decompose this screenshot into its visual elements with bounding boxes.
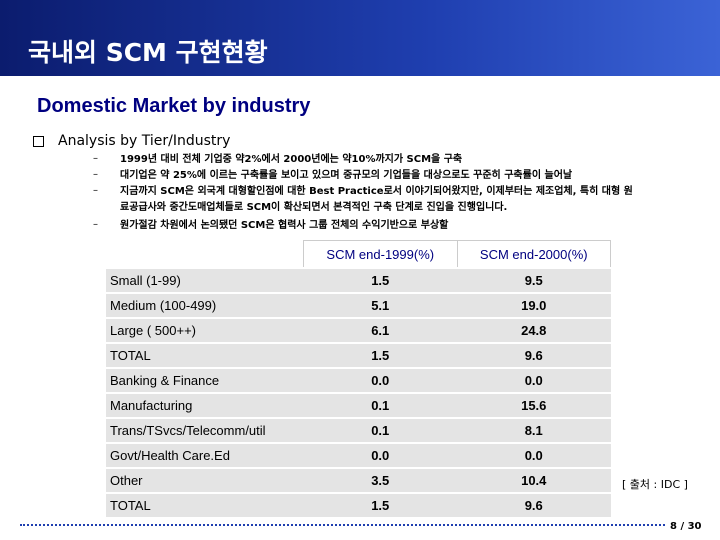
table-row: Large ( 500++) 6.1 24.8 [106, 317, 611, 343]
label-cell: Large ( 500++) [106, 317, 304, 343]
table-row: Manufacturing 0.1 15.6 [106, 392, 611, 418]
label-cell: TOTAL [106, 342, 304, 368]
value-cell: 1.5 [303, 492, 457, 517]
value-cell: 0.0 [457, 367, 611, 393]
label-cell: Trans/TSvcs/Telecomm/util [106, 417, 304, 443]
table-row: Trans/TSvcs/Telecomm/util 0.1 8.1 [106, 417, 611, 443]
bullet [33, 136, 44, 147]
value-cell: 15.6 [457, 392, 611, 418]
table-row: TOTAL 1.5 9.6 [106, 492, 611, 517]
value-cell: 3.5 [303, 467, 457, 493]
table: SCM end-1999(%) SCM end-2000(%) Small (1… [106, 240, 611, 517]
subtitle: Domestic Market by industry [37, 95, 311, 117]
value-cell: 6.1 [303, 317, 457, 343]
divider [20, 524, 665, 526]
value-cell: 0.0 [303, 367, 457, 393]
value-cell: 9.5 [457, 267, 611, 293]
label-cell: Manufacturing [106, 392, 304, 418]
table-row: Medium (100-499) 5.1 19.0 [106, 292, 611, 318]
page-number: 8 / 30 [670, 521, 702, 532]
value-cell: 9.6 [457, 342, 611, 368]
header-bar [0, 0, 720, 76]
table-row: Other 3.5 10.4 [106, 467, 611, 493]
label-cell: Banking & Finance [106, 367, 304, 393]
value-cell: 5.1 [303, 292, 457, 318]
table-row: TOTAL 1.5 9.6 [106, 342, 611, 368]
value-cell: 24.8 [457, 317, 611, 343]
dash: – [93, 185, 98, 196]
label-cell: Govt/Health Care.Ed [106, 442, 304, 468]
source: [ 출처 : IDC ] [622, 478, 688, 491]
value-cell: 1.5 [303, 267, 457, 293]
column-header: SCM end-2000(%) [456, 240, 611, 269]
dash: – [93, 153, 98, 164]
label-cell: Small (1-99) [106, 267, 304, 293]
value-cell: 9.6 [457, 492, 611, 517]
item: 1999년 대비 전체 기업중 약2%에서 2000년에는 약10%까지가 SC… [120, 154, 463, 165]
section-heading: Analysis by Tier/Industry [58, 133, 231, 149]
value-cell: 0.1 [303, 392, 457, 418]
value-cell: 10.4 [457, 467, 611, 493]
item: 대기업은 약 25%에 이르는 구축률을 보이고 있으며 중규모의 기업들을 대… [120, 170, 573, 181]
table-row: Small (1-99) 1.5 9.5 [106, 267, 611, 293]
dash: – [93, 219, 98, 230]
value-cell: 0.0 [457, 442, 611, 468]
blank [106, 241, 304, 269]
value-cell: 8.1 [457, 417, 611, 443]
value-cell: 0.1 [303, 417, 457, 443]
label-cell: TOTAL [106, 492, 304, 517]
item: 지금까지 SCM은 외국계 대형할인점에 대한 Best Practice로서 … [120, 186, 633, 213]
table-row: Govt/Health Care.Ed 0.0 0.0 [106, 442, 611, 468]
title: 국내외 SCM 구현현황 [28, 38, 268, 67]
value-cell: 1.5 [303, 342, 457, 368]
column-header: SCM end-1999(%) [303, 240, 458, 269]
value-cell: 19.0 [457, 292, 611, 318]
label-cell: Other [106, 467, 304, 493]
dash: – [93, 169, 98, 180]
label-cell: Medium (100-499) [106, 292, 304, 318]
table-row: Banking & Finance 0.0 0.0 [106, 367, 611, 393]
value-cell: 0.0 [303, 442, 457, 468]
item: 원가절감 차원에서 논의됐던 SCM은 협력사 그룹 전체의 수익기반으로 부상… [120, 220, 449, 231]
